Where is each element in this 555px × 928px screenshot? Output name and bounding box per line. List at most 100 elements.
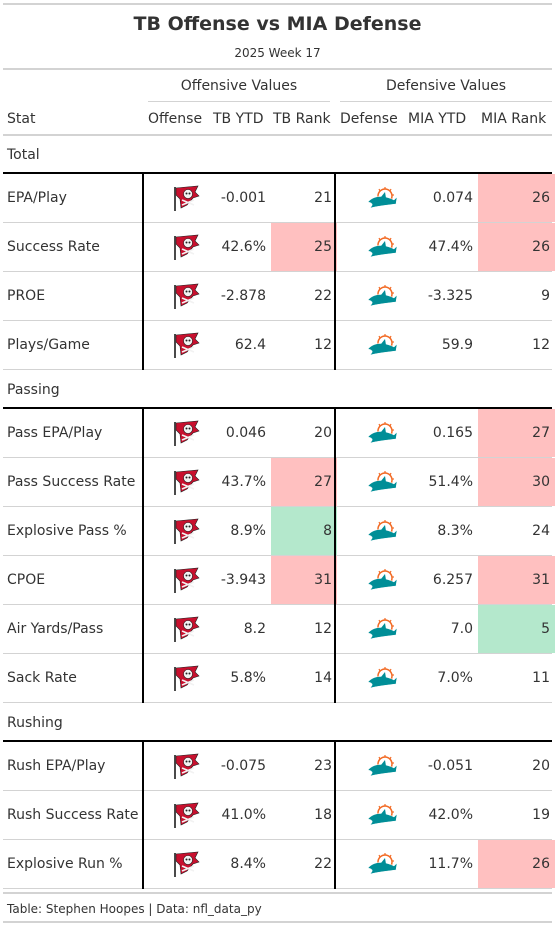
mia-rank-value: 27 bbox=[478, 409, 555, 457]
row-divider bbox=[3, 457, 552, 458]
table-row: Pass EPA/Play 0.046 20 0.165 27 bbox=[3, 409, 555, 458]
dolphins-logo-icon bbox=[366, 470, 398, 500]
group-label-rushing: Rushing bbox=[7, 715, 63, 731]
column-header-tb-ytd: TB YTD bbox=[213, 111, 264, 127]
dolphins-logo-icon bbox=[366, 666, 398, 696]
table-row: CPOE -3.943 31 6.257 31 bbox=[3, 556, 555, 605]
stat-label: Sack Rate bbox=[7, 670, 77, 686]
stat-label: CPOE bbox=[7, 572, 46, 588]
tb-ytd-value: -3.943 bbox=[220, 572, 266, 588]
mia-ytd-value: 0.074 bbox=[432, 190, 473, 206]
stat-label: Pass EPA/Play bbox=[7, 425, 103, 441]
row-divider bbox=[3, 222, 552, 223]
tb-ytd-value: 8.9% bbox=[230, 523, 266, 539]
tb-rank-value: 23 bbox=[314, 758, 332, 774]
header-rule bbox=[3, 68, 552, 70]
table-row: Success Rate 42.6% 25 47.4% 26 bbox=[3, 223, 555, 272]
column-header-stat: Stat bbox=[7, 111, 36, 127]
tb-rank-value: 22 bbox=[314, 856, 332, 872]
table-row: Air Yards/Pass 8.2 12 7.0 5 bbox=[3, 605, 555, 654]
defense-divider bbox=[334, 174, 336, 370]
buccaneers-flag-logo-icon bbox=[171, 664, 201, 696]
spanner-offensive-values: Offensive Values bbox=[180, 78, 298, 94]
tb-ytd-value: 42.6% bbox=[221, 239, 266, 255]
buccaneers-flag-logo-icon bbox=[171, 517, 201, 549]
source-note: Table: Stephen Hoopes | Data: nfl_data_p… bbox=[7, 902, 262, 916]
row-divider bbox=[3, 506, 552, 507]
buccaneers-flag-logo-icon bbox=[171, 233, 201, 265]
buccaneers-flag-logo-icon bbox=[171, 419, 201, 451]
column-header-defense: Defense bbox=[340, 111, 398, 127]
tb-rank-value: 27 bbox=[271, 458, 337, 506]
tb-rank-value: 12 bbox=[314, 621, 332, 637]
buccaneers-flag-logo-icon bbox=[171, 184, 201, 216]
dolphins-logo-icon bbox=[366, 333, 398, 363]
tb-ytd-value: 62.4 bbox=[234, 337, 266, 353]
buccaneers-flag-logo-icon bbox=[171, 615, 201, 647]
table-row: Sack Rate 5.8% 14 7.0% 11 bbox=[3, 654, 552, 703]
tb-rank-value: 18 bbox=[314, 807, 332, 823]
row-divider bbox=[3, 320, 552, 321]
group-rule bbox=[3, 407, 552, 409]
stat-label: Rush EPA/Play bbox=[7, 758, 106, 774]
tb-ytd-value: 8.4% bbox=[230, 856, 266, 872]
row-divider bbox=[3, 555, 552, 556]
offense-divider bbox=[142, 174, 144, 370]
mia-ytd-value: 42.0% bbox=[428, 807, 473, 823]
table-row: Pass Success Rate 43.7% 27 51.4% 30 bbox=[3, 458, 555, 507]
row-divider bbox=[3, 271, 552, 272]
dolphins-logo-icon bbox=[366, 852, 398, 882]
mia-rank-value: 26 bbox=[478, 840, 555, 888]
mia-rank-value: 19 bbox=[532, 807, 550, 823]
tb-rank-value: 14 bbox=[314, 670, 332, 686]
stat-label: Plays/Game bbox=[7, 337, 90, 353]
mia-rank-value: 5 bbox=[478, 605, 555, 653]
spanner-line-offense bbox=[148, 101, 330, 102]
table-subtitle: 2025 Week 17 bbox=[234, 46, 321, 60]
column-header-tb-rank: TB Rank bbox=[273, 111, 331, 127]
defense-divider bbox=[334, 409, 336, 703]
tb-ytd-value: -2.878 bbox=[220, 288, 266, 304]
dolphins-logo-icon bbox=[366, 803, 398, 833]
group-label-passing: Passing bbox=[7, 382, 60, 398]
top-rule bbox=[3, 3, 552, 5]
dolphins-logo-icon bbox=[366, 617, 398, 647]
table-row: Explosive Pass % 8.9% 8 8.3% 24 bbox=[3, 507, 552, 556]
mia-ytd-value: -3.325 bbox=[427, 288, 473, 304]
spanner-defensive-values: Defensive Values bbox=[385, 78, 507, 94]
stat-label: Rush Success Rate bbox=[7, 807, 139, 823]
table-row: Rush EPA/Play -0.075 23 -0.051 20 bbox=[3, 742, 552, 791]
dolphins-logo-icon bbox=[366, 568, 398, 598]
mia-rank-value: 11 bbox=[532, 670, 550, 686]
tb-rank-value: 12 bbox=[314, 337, 332, 353]
mia-ytd-value: 8.3% bbox=[437, 523, 473, 539]
mia-ytd-value: 47.4% bbox=[428, 239, 473, 255]
group-rule bbox=[3, 172, 552, 174]
stat-label: EPA/Play bbox=[7, 190, 67, 206]
buccaneers-flag-logo-icon bbox=[171, 566, 201, 598]
row-divider bbox=[3, 702, 552, 703]
offense-divider bbox=[142, 742, 144, 889]
mia-rank-value: 12 bbox=[532, 337, 550, 353]
column-header-offense: Offense bbox=[148, 111, 203, 127]
tb-rank-value: 21 bbox=[314, 190, 332, 206]
stat-label: Pass Success Rate bbox=[7, 474, 136, 490]
tb-rank-value: 31 bbox=[271, 556, 337, 604]
table-row: Rush Success Rate 41.0% 18 42.0% 19 bbox=[3, 791, 552, 840]
group-label-total: Total bbox=[7, 147, 40, 163]
tb-ytd-value: 0.046 bbox=[225, 425, 266, 441]
mia-rank-value: 30 bbox=[478, 458, 555, 506]
row-divider bbox=[3, 839, 552, 840]
stat-label: Air Yards/Pass bbox=[7, 621, 104, 637]
row-divider bbox=[3, 653, 552, 654]
tb-ytd-value: 5.8% bbox=[230, 670, 266, 686]
dolphins-logo-icon bbox=[366, 519, 398, 549]
stat-label: Explosive Pass % bbox=[7, 523, 127, 539]
tb-rank-value: 25 bbox=[271, 223, 337, 271]
dolphins-logo-icon bbox=[366, 186, 398, 216]
tb-ytd-value: -0.001 bbox=[220, 190, 266, 206]
group-rule bbox=[3, 740, 552, 742]
mia-ytd-value: 51.4% bbox=[428, 474, 473, 490]
buccaneers-flag-logo-icon bbox=[171, 282, 201, 314]
dolphins-logo-icon bbox=[366, 754, 398, 784]
